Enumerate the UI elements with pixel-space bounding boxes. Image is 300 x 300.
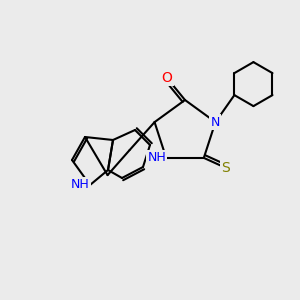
- Text: S: S: [221, 161, 230, 175]
- Text: N: N: [211, 116, 220, 129]
- Text: O: O: [162, 71, 172, 85]
- Text: NH: NH: [147, 152, 166, 164]
- Text: NH: NH: [71, 178, 90, 191]
